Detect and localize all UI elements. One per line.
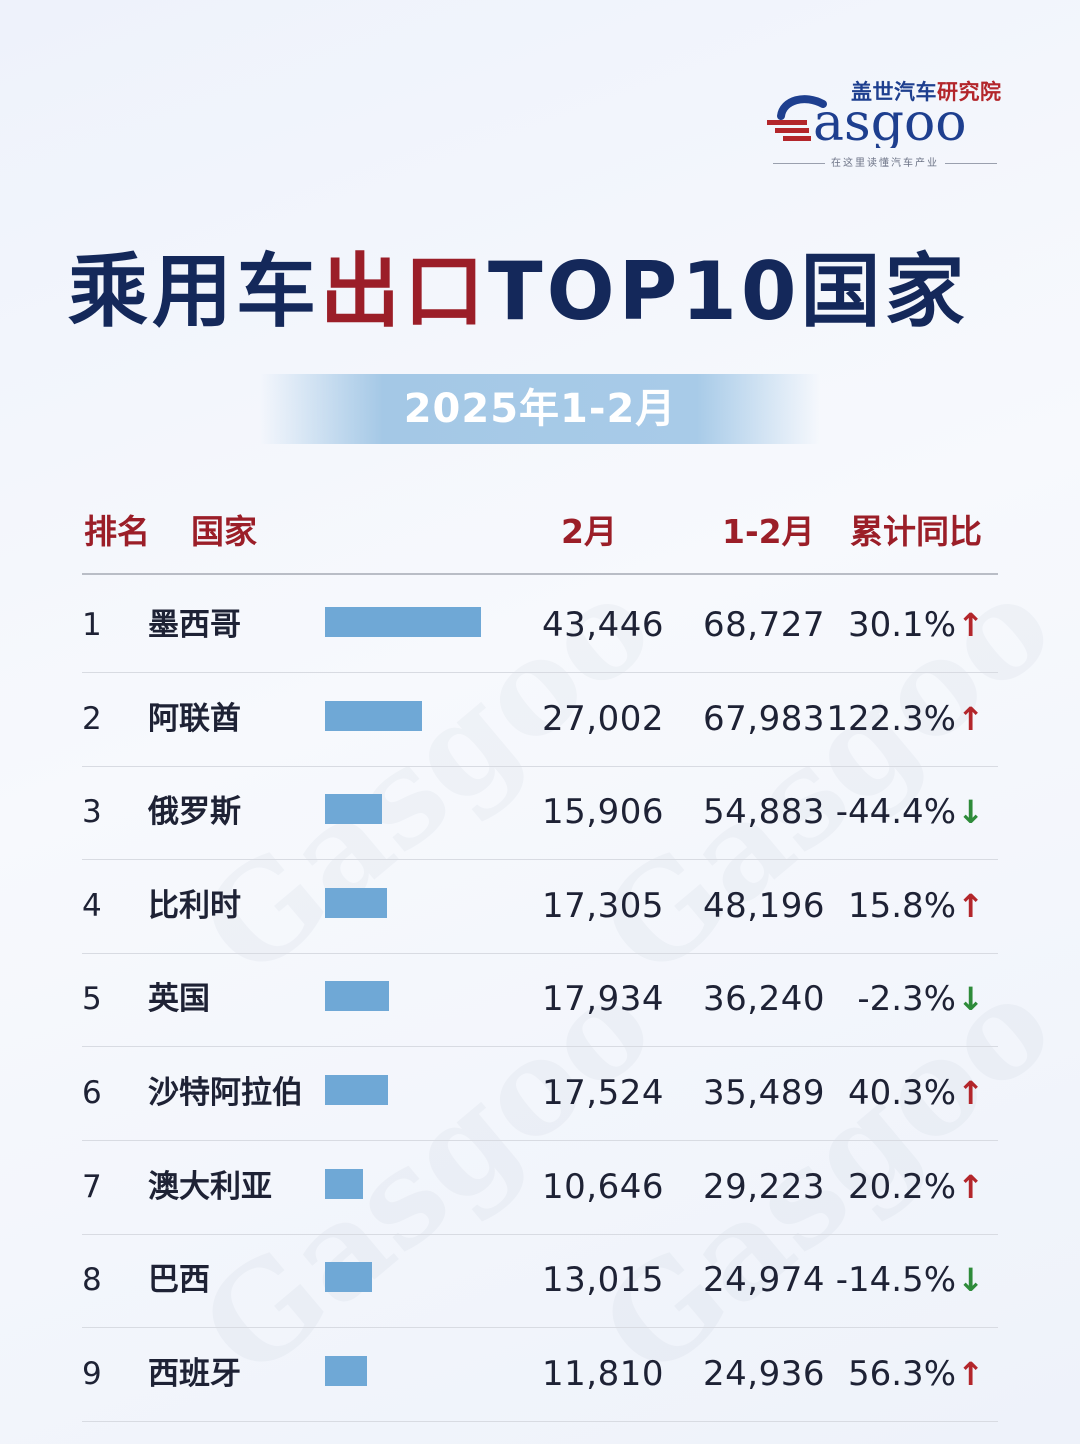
rank-cell: 5	[82, 981, 102, 1018]
feb-value-cell: 13,015	[542, 1260, 664, 1301]
svg-text:asgoo: asgoo	[813, 93, 967, 148]
arrow-down-icon: ↓	[957, 980, 984, 1019]
feb-volume-bar	[325, 607, 481, 637]
title-part-3: TOP10国家	[488, 245, 969, 338]
feb-value-cell: 10,646	[542, 1166, 664, 1207]
cumulative-value-cell: 67,983	[703, 698, 825, 739]
title-part-2: 出口	[320, 245, 488, 338]
feb-value-cell: 17,305	[542, 885, 664, 926]
country-cell: 沙特阿拉伯	[148, 1075, 303, 1111]
yoy-cell: -2.3%	[857, 979, 956, 1020]
country-cell: 巴西	[148, 1262, 210, 1299]
yoy-cell: 122.3%	[826, 698, 956, 739]
feb-volume-bar	[325, 887, 387, 918]
yoy-cell: -44.4%	[835, 792, 956, 833]
yoy-cell: 56.3%	[847, 1353, 956, 1394]
country-cell: 墨西哥	[148, 607, 241, 643]
table-row: 3 俄罗斯 15,906 54,883 -44.4% ↓	[82, 766, 998, 861]
feb-value-cell: 17,524	[542, 1073, 664, 1113]
title-part-1: 乘用车	[68, 245, 320, 338]
cumulative-value-cell: 54,883	[703, 792, 825, 833]
arrow-down-icon: ↓	[957, 1261, 984, 1300]
arrow-up-icon: ↑	[957, 606, 984, 644]
rank-cell: 3	[82, 794, 102, 831]
table-row: 2 阿联酋 27,002 67,983 122.3% ↑	[82, 673, 998, 767]
rank-cell: 4	[82, 887, 102, 924]
rank-cell: 8	[82, 1262, 102, 1299]
yoy-cell: 15.8%	[847, 885, 956, 926]
header-country: 国家	[191, 512, 257, 551]
yoy-cell: 30.1%	[847, 605, 956, 645]
country-cell: 比利时	[148, 887, 241, 924]
gasgoo-wordmark-icon: asgoo	[767, 93, 967, 148]
feb-volume-bar	[325, 1075, 388, 1105]
yoy-cell: 40.3%	[847, 1073, 956, 1113]
subtitle-date: 2025年1-2月	[403, 386, 677, 432]
cumulative-value-cell: 24,936	[703, 1353, 825, 1394]
cumulative-value-cell: 36,240	[703, 979, 825, 1020]
table-row: 8 巴西 13,015 24,974 -14.5% ↓	[82, 1234, 998, 1329]
cumulative-value-cell: 29,223	[703, 1166, 825, 1207]
yoy-cell: -14.5%	[835, 1260, 956, 1301]
rank-cell: 7	[82, 1168, 102, 1205]
feb-volume-bar	[325, 794, 382, 825]
table-row: 6 沙特阿拉伯 17,524 35,489 40.3% ↑	[82, 1047, 998, 1141]
table-row: 4 比利时 17,305 48,196 15.8% ↑	[82, 860, 998, 954]
header-feb: 2月	[561, 512, 617, 551]
table-row: 1 墨西哥 43,446 68,727 30.1% ↑	[82, 579, 998, 673]
page-title: 乘用车出口TOP10国家	[68, 242, 969, 342]
arrow-up-icon: ↑	[957, 1354, 984, 1393]
feb-volume-bar	[325, 1355, 367, 1386]
feb-value-cell: 11,810	[542, 1353, 664, 1394]
feb-value-cell: 15,906	[542, 792, 664, 833]
gasgoo-logo: 盖世汽车研究院 asgoo 在这里读懂汽车产业	[765, 76, 1010, 171]
rank-cell: 6	[82, 1075, 102, 1111]
logo-tagline: 在这里读懂汽车产业	[765, 154, 1005, 169]
header-divider	[82, 573, 998, 575]
arrow-down-icon: ↓	[957, 793, 984, 832]
feb-value-cell: 27,002	[542, 698, 664, 739]
header-rank: 排名	[84, 512, 150, 551]
feb-value-cell: 17,934	[542, 979, 664, 1020]
country-cell: 阿联酋	[148, 700, 241, 737]
header-yoy: 累计同比	[850, 512, 982, 551]
country-cell: 英国	[148, 981, 210, 1018]
country-cell: 西班牙	[148, 1355, 241, 1392]
rank-cell: 2	[82, 700, 102, 737]
rank-cell: 9	[82, 1355, 102, 1392]
feb-volume-bar	[325, 1168, 363, 1199]
arrow-up-icon: ↑	[957, 699, 984, 738]
country-cell: 俄罗斯	[148, 794, 241, 831]
cumulative-value-cell: 35,489	[703, 1073, 825, 1113]
feb-volume-bar	[325, 981, 389, 1012]
table-row: 9 西班牙 11,810 24,936 56.3% ↑	[82, 1328, 998, 1422]
arrow-up-icon: ↑	[957, 1167, 984, 1206]
arrow-up-icon: ↑	[957, 886, 984, 925]
feb-value-cell: 43,446	[542, 605, 664, 645]
cumulative-value-cell: 48,196	[703, 885, 825, 926]
rank-cell: 1	[82, 607, 102, 643]
yoy-cell: 20.2%	[847, 1166, 956, 1207]
subtitle-band	[260, 374, 820, 444]
arrow-up-icon: ↑	[957, 1074, 984, 1112]
logo-cn-red: 研究院	[937, 80, 1002, 104]
logo-cn-blue: 盖世汽车	[851, 80, 937, 104]
country-cell: 澳大利亚	[148, 1168, 272, 1205]
table-row: 5 英国 17,934 36,240 -2.3% ↓	[82, 953, 998, 1048]
cumulative-value-cell: 68,727	[703, 605, 825, 645]
cumulative-value-cell: 24,974	[703, 1260, 825, 1301]
header-cumulative: 1-2月	[722, 512, 815, 551]
logo-chinese-name: 盖世汽车研究院	[851, 76, 1002, 106]
feb-volume-bar	[325, 700, 422, 731]
feb-volume-bar	[325, 1262, 372, 1293]
table-row: 7 澳大利亚 10,646 29,223 20.2% ↑	[82, 1141, 998, 1235]
